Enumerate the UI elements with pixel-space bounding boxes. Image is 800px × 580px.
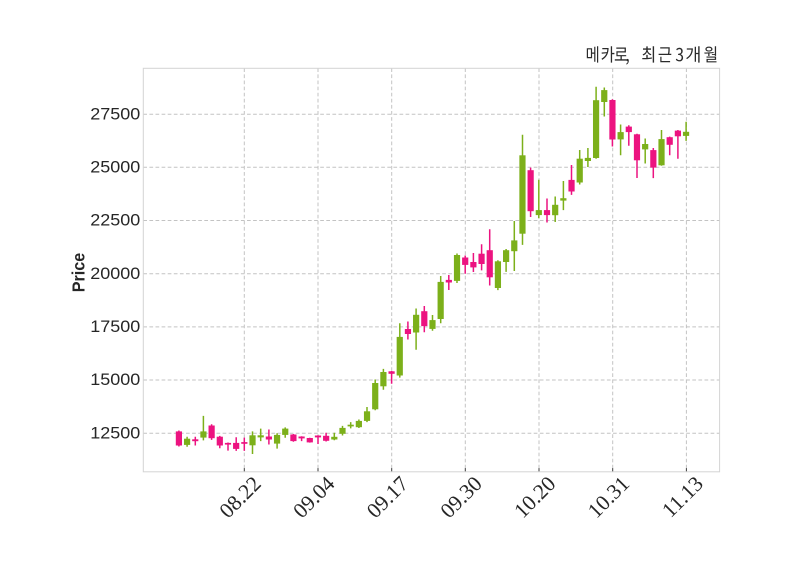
svg-text:Price: Price	[68, 253, 88, 293]
svg-text:22500: 22500	[90, 211, 140, 230]
svg-text:25000: 25000	[90, 158, 140, 177]
svg-text:17500: 17500	[90, 317, 140, 336]
svg-text:15000: 15000	[90, 370, 140, 389]
svg-text:12500: 12500	[90, 423, 140, 442]
svg-text:20000: 20000	[90, 264, 140, 283]
svg-text:27500: 27500	[90, 104, 140, 123]
